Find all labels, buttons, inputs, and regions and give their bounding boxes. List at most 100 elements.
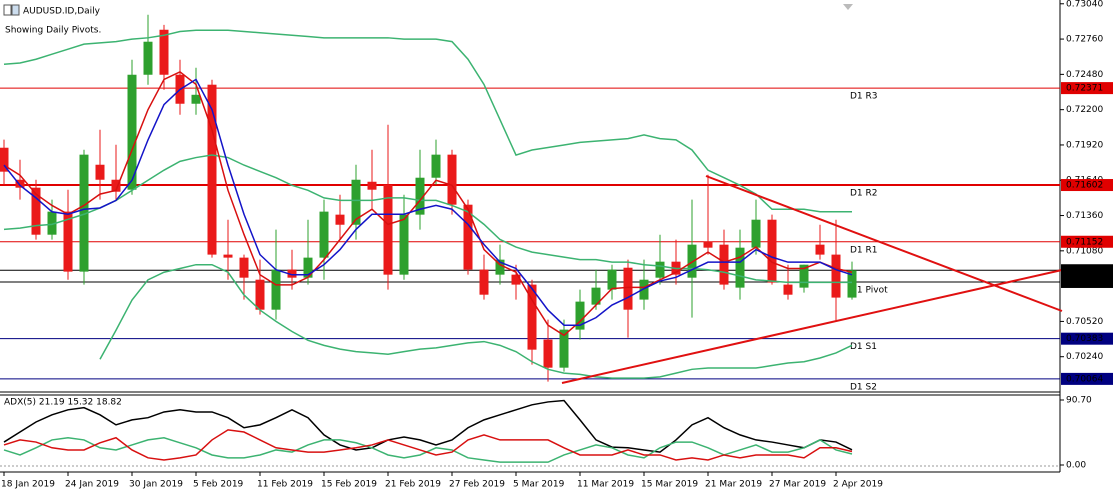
icon-part — [3, 4, 12, 16]
candle-body — [15, 179, 25, 188]
price-box — [1061, 82, 1113, 95]
price-box — [1061, 179, 1113, 192]
candle-body — [127, 74, 137, 190]
x-tick-label: 11 Mar 2019 — [577, 480, 634, 490]
candle-body — [831, 254, 841, 298]
trendline — [705, 175, 1063, 312]
candle-body — [623, 267, 633, 310]
y-tick-label: 0.72760 — [1066, 35, 1103, 45]
price-box-label: 0.70064 — [1066, 374, 1103, 384]
candle-body — [383, 184, 393, 275]
candle-body — [559, 329, 569, 368]
candle-body — [767, 219, 777, 283]
candle-body — [815, 244, 825, 255]
price-box — [1061, 264, 1113, 277]
indicator-line — [3, 399, 853, 453]
candle-body — [255, 279, 265, 310]
x-tick-label: 15 Mar 2019 — [641, 480, 698, 490]
y-tick-label: 0.71360 — [1066, 211, 1103, 221]
candle-body — [303, 257, 313, 278]
indicator-line — [3, 70, 853, 337]
trendlines — [561, 175, 1063, 384]
candle-body — [239, 257, 249, 278]
candle-body — [575, 301, 585, 330]
x-tick-label: 18 Jan 2019 — [1, 480, 55, 490]
pivot-label: D1 R3 — [850, 92, 878, 102]
candle-body — [591, 287, 601, 305]
y-tick-label: 0.71920 — [1066, 140, 1103, 150]
shift-marker — [843, 4, 853, 10]
candle-body — [511, 274, 521, 285]
indicator-line — [3, 437, 853, 463]
price-box — [1061, 275, 1113, 288]
candle-body — [207, 84, 217, 255]
y-tick-label: 0.70520 — [1066, 317, 1103, 327]
candle-body — [399, 214, 409, 275]
candle-body — [351, 179, 361, 225]
candle-body — [703, 241, 713, 248]
pivot-label: D1 S1 — [850, 342, 877, 352]
pivot-label: D1 R2 — [850, 189, 878, 199]
price-box-label: 0.70833 — [1066, 277, 1103, 287]
indicator-line — [3, 154, 852, 284]
indicator-line — [99, 263, 853, 379]
candle-body — [639, 279, 649, 300]
candle-body — [111, 179, 121, 192]
x-tick-label: 27 Mar 2019 — [769, 480, 826, 490]
x-tick-label: 5 Mar 2019 — [513, 480, 565, 490]
y-tick-label: 0.72200 — [1066, 105, 1103, 115]
y-tick-label: 0.73040 — [1066, 0, 1103, 9]
candle-body — [783, 284, 793, 295]
candle-body — [271, 269, 281, 310]
x-tick-label: 27 Feb 2019 — [449, 480, 505, 490]
candle-body — [367, 181, 377, 190]
pivot-label: D1 Pivot — [850, 285, 888, 295]
icon-part — [11, 4, 20, 16]
candle-body — [655, 261, 665, 278]
candle-body — [463, 204, 473, 270]
candle-body — [431, 154, 441, 178]
pivot-label: D1 R1 — [850, 245, 878, 255]
x-tick-label: 30 Jan 2019 — [129, 480, 183, 490]
x-tick-label: 2 Apr 2019 — [833, 480, 883, 490]
plot: D1 R3 D1 R2 D1 R1 D1 Pivot D1 S1 D1 S2 — [0, 14, 1060, 463]
price-box — [1061, 372, 1113, 385]
candle-body — [527, 284, 537, 350]
candle-body — [735, 247, 745, 288]
candle-body — [479, 269, 489, 295]
pivot-label: D1 S2 — [850, 382, 877, 392]
candle-body — [47, 211, 57, 235]
chart-subtitle: Showing Daily Pivots. — [5, 26, 101, 36]
candle-body — [95, 164, 105, 180]
price-box-label: 0.70383 — [1066, 334, 1103, 344]
candle-body — [847, 270, 857, 298]
indicator-line — [3, 29, 852, 213]
x-tick-label: 15 Feb 2019 — [321, 480, 377, 490]
price-box — [1061, 235, 1113, 248]
candle-body — [79, 154, 89, 272]
x-tick-label: 5 Feb 2019 — [193, 480, 244, 490]
indicator-line — [3, 78, 853, 326]
price-box — [1061, 332, 1113, 345]
price-box-label: 0.71602 — [1066, 181, 1103, 191]
candle-body — [191, 94, 201, 104]
indicator-title: ADX(5) 21.19 15.32 18.82 — [4, 398, 122, 408]
x-tick-label: 21 Mar 2019 — [705, 480, 762, 490]
price-box-label: 0.72371 — [1066, 84, 1103, 94]
candle-body — [63, 211, 73, 272]
candle-body — [495, 259, 505, 275]
candle-body — [687, 244, 697, 278]
x-tick-label: 21 Feb 2019 — [385, 480, 441, 490]
candle-body — [159, 29, 169, 75]
candle-body — [335, 214, 345, 225]
y-tick-label: 0.00 — [1066, 461, 1086, 471]
y-tick-label: 0.71080 — [1066, 246, 1103, 256]
candle-body — [447, 154, 457, 205]
trendline — [561, 269, 1063, 384]
candle-body — [799, 264, 809, 288]
y-tick-label: 0.72480 — [1066, 70, 1103, 80]
y-tick-label: 0.70240 — [1066, 352, 1103, 362]
